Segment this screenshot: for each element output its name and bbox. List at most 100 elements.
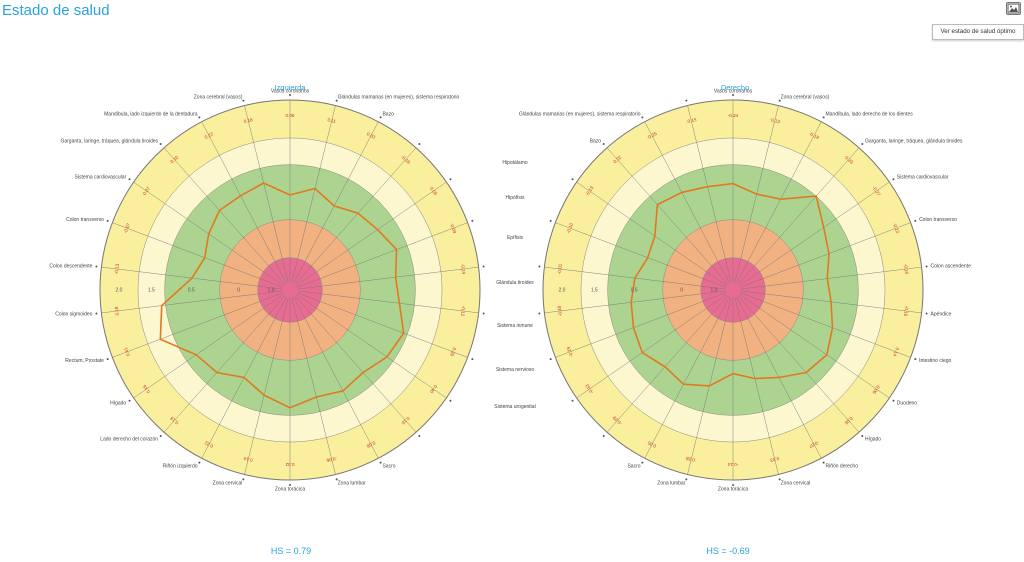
axis-dot xyxy=(242,99,245,102)
axis-dot xyxy=(335,478,338,481)
axis-value: -0.24 xyxy=(460,263,466,274)
axis-dot xyxy=(732,484,734,486)
radar-spoke xyxy=(576,294,727,399)
axis-dot xyxy=(289,94,291,96)
radar-spoke xyxy=(101,290,283,314)
radar-spoke xyxy=(294,295,417,433)
health-line xyxy=(159,182,405,409)
axis-dot xyxy=(95,312,98,315)
axis-label: Colon transverso xyxy=(66,217,104,223)
axis-dot xyxy=(549,219,552,222)
radar-spoke xyxy=(576,181,727,286)
radar-spoke xyxy=(112,222,283,288)
right-hs-value: HS = -0.69 xyxy=(706,546,750,556)
left-chart-title: Izquierda xyxy=(274,83,306,92)
axis-value: 0.16 xyxy=(142,384,151,395)
radar-spoke xyxy=(737,295,860,433)
axis-dot xyxy=(198,116,201,119)
axis-value: -0.13 xyxy=(584,185,594,197)
axis-value: -0.07 xyxy=(123,222,132,234)
axis-dot xyxy=(861,143,864,146)
radar-spoke xyxy=(297,266,479,290)
axis-value: 0.22 xyxy=(204,131,215,140)
radar-spoke xyxy=(293,296,379,459)
axis-dot xyxy=(914,219,917,222)
axis-value: -0.22 xyxy=(892,222,901,234)
axis-dot xyxy=(106,219,109,222)
radar-spoke xyxy=(201,121,287,284)
axis-dot xyxy=(128,399,131,402)
axis-label: Colon transverso xyxy=(919,217,957,223)
organ-label: Sistema nervioso xyxy=(495,367,535,373)
radar-spoke xyxy=(606,147,729,285)
axis-label: Duodeno xyxy=(897,401,918,407)
organ-label: Glándula tiroides xyxy=(496,280,534,286)
axis-dot xyxy=(159,434,162,437)
axis-dot xyxy=(418,434,421,437)
organ-label: Hipófisis xyxy=(505,195,525,201)
axis-label: Bazo xyxy=(382,111,394,117)
axis-label: Zona torácica xyxy=(718,487,749,493)
radar-spoke xyxy=(293,121,379,284)
axis-label: Mandíbula, lado derecho de los dientes xyxy=(825,111,913,117)
axis-dot xyxy=(685,478,688,481)
view-optimal-image-button[interactable] xyxy=(1006,2,1021,15)
ring-label: 1.0 xyxy=(711,288,718,294)
radar-spoke xyxy=(244,105,289,283)
axis-dot xyxy=(778,99,781,102)
axis-dot xyxy=(471,219,474,222)
axis-value: 0.08 xyxy=(843,416,853,426)
radar-spoke xyxy=(163,295,286,433)
axis-dot xyxy=(685,99,688,102)
radar-spoke xyxy=(544,290,726,314)
image-icon xyxy=(1007,3,1020,14)
radar-spoke xyxy=(606,295,729,433)
axis-value: 0.10 xyxy=(169,154,179,164)
axis-value: 0.18 xyxy=(169,415,179,425)
axis-label: Riñón derecho xyxy=(825,464,858,470)
ring-label: 1.5 xyxy=(148,288,155,294)
axis-value: -0.12 xyxy=(460,306,466,317)
axis-dot xyxy=(482,265,485,268)
ring-label: 2.0 xyxy=(559,288,566,294)
axis-value: -0.16 xyxy=(903,306,909,317)
axis-value: -0.13 xyxy=(769,117,781,124)
axis-value: -0.01 xyxy=(557,263,563,274)
axis-label: Zona cervical xyxy=(781,481,811,487)
axis-label: Zona cervical xyxy=(213,481,243,487)
axis-label: Intestino ciego xyxy=(919,358,951,364)
radar-spoke xyxy=(740,222,911,288)
axis-label: Sistema cardiovascular xyxy=(897,174,949,180)
axis-value: 0.22 xyxy=(203,440,214,449)
axis-label: Riñón izquierdo xyxy=(163,464,198,470)
ring-label: 0.5 xyxy=(631,288,638,294)
axis-value: -0.10 xyxy=(566,222,575,234)
axis-dot xyxy=(538,312,541,315)
radar-spoke xyxy=(244,297,289,475)
health-line xyxy=(630,182,834,387)
axis-label: Apéndice xyxy=(931,311,952,317)
axis-value: -0.18 xyxy=(400,154,411,165)
ring-label: 2.0 xyxy=(116,288,123,294)
radar-spoke xyxy=(740,266,922,290)
axis-dot xyxy=(549,358,552,361)
axis-value: 0.61 xyxy=(123,346,131,357)
axis-value: 0.22 xyxy=(612,154,622,164)
axis-dot xyxy=(482,312,485,315)
axis-dot xyxy=(471,358,474,361)
axis-label: Rectum, Prostate xyxy=(65,358,104,364)
axis-dot xyxy=(289,484,291,486)
axis-value: -0.06 xyxy=(871,383,881,395)
axis-label: Bazo xyxy=(590,139,602,145)
axis-label: Sacro xyxy=(382,464,395,470)
axis-label: Garganta, laringe, tráquea, glándula tir… xyxy=(60,139,158,145)
axis-dot xyxy=(159,143,162,146)
axis-label: Zona torácica xyxy=(275,487,306,493)
axis-label: Zona lumbar xyxy=(338,481,366,487)
ring-label: 1.0 xyxy=(268,288,275,294)
axis-dot xyxy=(861,434,864,437)
axis-dot xyxy=(925,312,928,315)
left-hs-value: HS = 0.79 xyxy=(270,546,312,556)
radar-spoke xyxy=(736,121,822,284)
ring-label: 1.5 xyxy=(591,288,598,294)
